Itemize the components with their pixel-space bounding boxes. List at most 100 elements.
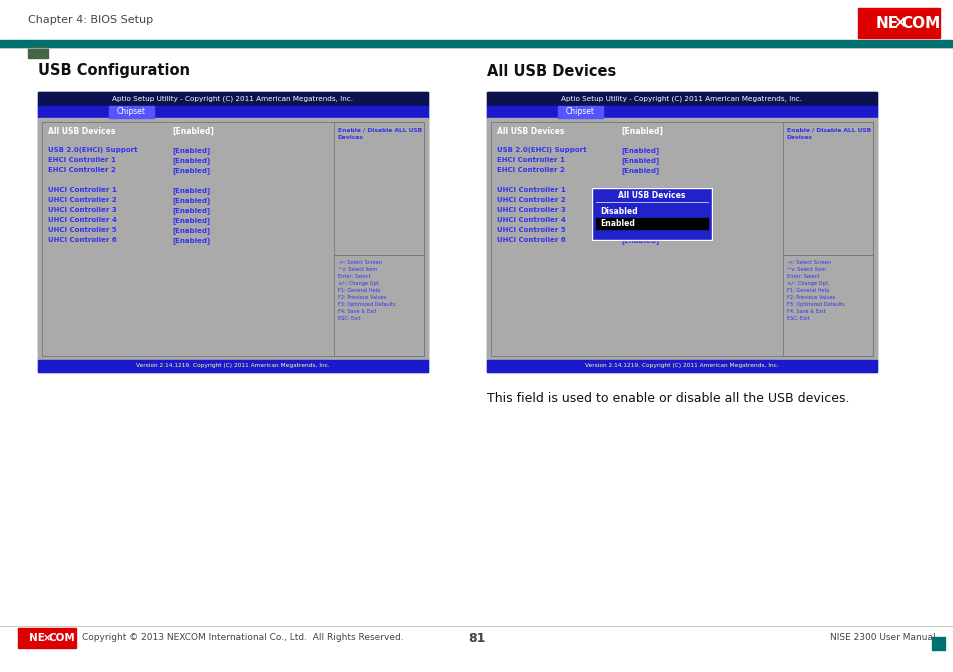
Text: EHCI Controller 1: EHCI Controller 1 xyxy=(497,157,564,163)
Text: Version 2.14.1219. Copyright (C) 2011 American Megatrends, Inc.: Version 2.14.1219. Copyright (C) 2011 Am… xyxy=(136,364,330,368)
Text: F1: General Help: F1: General Help xyxy=(337,288,380,293)
Bar xyxy=(592,188,711,240)
Text: UHCI Controller 1: UHCI Controller 1 xyxy=(48,187,116,193)
Text: All USB Devices: All USB Devices xyxy=(497,127,564,136)
Text: Chipset: Chipset xyxy=(117,108,146,116)
Text: [Enabled]: [Enabled] xyxy=(620,147,659,154)
Text: +/-: Change Opt.: +/-: Change Opt. xyxy=(337,281,380,286)
Text: Enter: Select: Enter: Select xyxy=(337,274,370,279)
Text: COM: COM xyxy=(49,633,75,643)
Bar xyxy=(592,188,711,240)
Text: UHCI Controller 6: UHCI Controller 6 xyxy=(48,237,116,243)
Text: NE: NE xyxy=(875,15,898,30)
Text: ^v: Select Item: ^v: Select Item xyxy=(337,267,376,272)
Bar xyxy=(334,255,423,356)
Text: EHCI Controller 2: EHCI Controller 2 xyxy=(497,167,564,173)
Text: UHCI Controller 1: UHCI Controller 1 xyxy=(497,187,565,193)
Text: [Enabled]: [Enabled] xyxy=(172,227,210,234)
Text: UHCI Controller 3: UHCI Controller 3 xyxy=(497,207,565,213)
Bar xyxy=(38,92,428,372)
Text: Devices: Devices xyxy=(786,135,812,140)
Bar xyxy=(0,0,953,40)
Bar xyxy=(38,360,428,372)
Bar xyxy=(931,644,937,650)
Text: +/-: Change Opt.: +/-: Change Opt. xyxy=(786,281,828,286)
Text: UHCI Controller 3: UHCI Controller 3 xyxy=(48,207,116,213)
Text: Enabled: Enabled xyxy=(599,220,634,228)
Text: Aptio Setup Utility - Copyright (C) 2011 American Megatrends, Inc.: Aptio Setup Utility - Copyright (C) 2011… xyxy=(561,95,801,102)
Bar xyxy=(18,628,76,648)
Bar xyxy=(0,40,953,47)
Text: [Enabled]: [Enabled] xyxy=(172,197,210,204)
Text: F4: Save & Exit: F4: Save & Exit xyxy=(337,309,376,314)
Text: [Enabled]: [Enabled] xyxy=(172,157,210,164)
Text: NE: NE xyxy=(30,633,45,643)
Text: COM: COM xyxy=(900,15,940,30)
Text: Chipset: Chipset xyxy=(565,108,595,116)
Text: Chapter 4: BIOS Setup: Chapter 4: BIOS Setup xyxy=(28,15,153,25)
Text: Disabled: Disabled xyxy=(599,208,637,216)
Text: F4: Save & Exit: F4: Save & Exit xyxy=(786,309,824,314)
Text: USB Configuration: USB Configuration xyxy=(38,63,190,79)
Text: F2: Previous Values: F2: Previous Values xyxy=(786,295,835,300)
Text: ×: × xyxy=(43,633,51,643)
Text: UHCI Controller 2: UHCI Controller 2 xyxy=(497,197,565,203)
Text: ->: Select Screen: ->: Select Screen xyxy=(786,260,830,265)
Text: Aptio Setup Utility - Copyright (C) 2011 American Megatrends, Inc.: Aptio Setup Utility - Copyright (C) 2011… xyxy=(112,95,354,102)
Text: ^v: Select Item: ^v: Select Item xyxy=(786,267,825,272)
Text: UHCI Controller 5: UHCI Controller 5 xyxy=(497,227,565,233)
Text: Enable / Disable ALL USB: Enable / Disable ALL USB xyxy=(786,127,870,132)
Bar xyxy=(28,47,48,58)
Text: [Enabled]: [Enabled] xyxy=(620,157,659,164)
Text: F2: Previous Values: F2: Previous Values xyxy=(337,295,386,300)
Bar xyxy=(938,644,944,650)
Text: All USB Devices: All USB Devices xyxy=(48,127,115,136)
Text: Version 2.14.1219. Copyright (C) 2011 American Megatrends, Inc.: Version 2.14.1219. Copyright (C) 2011 Am… xyxy=(584,364,778,368)
Text: This field is used to enable or disable all the USB devices.: This field is used to enable or disable … xyxy=(486,392,848,405)
Text: UHCI Controller 6: UHCI Controller 6 xyxy=(497,237,565,243)
Bar xyxy=(486,106,876,118)
Text: Copyright © 2013 NEXCOM International Co., Ltd.  All Rights Reserved.: Copyright © 2013 NEXCOM International Co… xyxy=(82,634,403,642)
Text: Devices: Devices xyxy=(337,135,363,140)
Text: [Enabled]: [Enabled] xyxy=(172,217,210,224)
Bar xyxy=(857,8,939,38)
Text: UHCI Controller 2: UHCI Controller 2 xyxy=(48,197,116,203)
Bar xyxy=(782,255,872,356)
Text: UHCI Controller 5: UHCI Controller 5 xyxy=(48,227,116,233)
Text: [Enabled]: [Enabled] xyxy=(172,207,210,214)
Text: [Enabled]: [Enabled] xyxy=(620,207,659,214)
Text: F1: General Help: F1: General Help xyxy=(786,288,828,293)
Bar xyxy=(491,122,872,356)
Text: NISE 2300 User Manual: NISE 2300 User Manual xyxy=(829,634,935,642)
Bar xyxy=(931,637,937,643)
Text: ESC: Exit: ESC: Exit xyxy=(786,316,809,321)
Text: F3: Optimized Defaults: F3: Optimized Defaults xyxy=(337,302,395,307)
Bar xyxy=(38,92,428,106)
Bar xyxy=(938,637,944,643)
Text: [Enabled]: [Enabled] xyxy=(172,237,210,244)
Bar xyxy=(486,360,876,372)
Bar xyxy=(486,92,876,372)
Text: [Enabled]: [Enabled] xyxy=(620,127,662,136)
Text: F3: Optimized Defaults: F3: Optimized Defaults xyxy=(786,302,843,307)
Bar xyxy=(109,106,154,118)
Bar xyxy=(38,118,428,360)
Text: All USB Devices: All USB Devices xyxy=(618,192,685,200)
Text: EHCI Controller 2: EHCI Controller 2 xyxy=(48,167,115,173)
Text: [Enabled]: [Enabled] xyxy=(172,147,210,154)
Text: [Enabled]: [Enabled] xyxy=(172,187,210,194)
Text: ×: × xyxy=(892,15,904,30)
Bar xyxy=(486,118,876,360)
Text: [Enabled]: [Enabled] xyxy=(620,167,659,174)
Text: [Enabled]: [Enabled] xyxy=(620,237,659,244)
Text: [Enabled]: [Enabled] xyxy=(620,187,659,194)
Text: 81: 81 xyxy=(468,632,485,644)
Bar xyxy=(486,92,876,106)
Text: All USB Devices: All USB Devices xyxy=(486,63,616,79)
Text: [Enabled]: [Enabled] xyxy=(620,197,659,204)
Text: [Enabled]: [Enabled] xyxy=(620,227,659,234)
Text: UHCI Controller 4: UHCI Controller 4 xyxy=(48,217,117,223)
Bar xyxy=(334,122,423,255)
Text: [Enabled]: [Enabled] xyxy=(172,167,210,174)
Bar xyxy=(38,106,428,118)
